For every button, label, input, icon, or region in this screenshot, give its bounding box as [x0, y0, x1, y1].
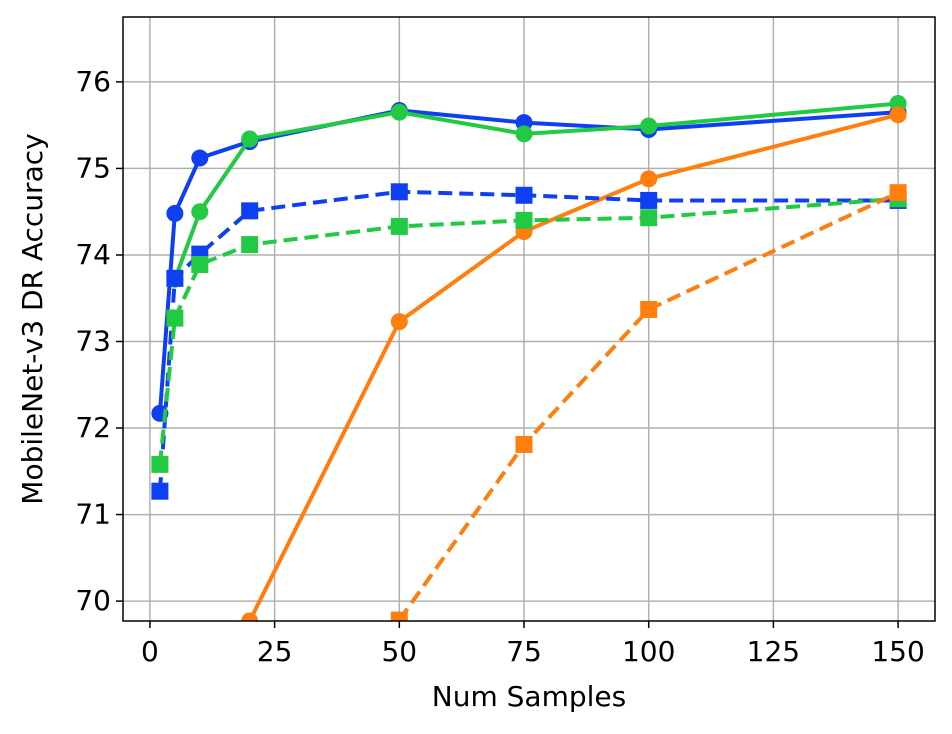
x-tick-label: 100	[622, 635, 675, 668]
point	[166, 309, 184, 327]
x-tick-label: 75	[506, 635, 542, 668]
point	[515, 125, 533, 143]
point	[166, 204, 184, 222]
point	[241, 236, 259, 254]
point	[191, 203, 209, 221]
point	[640, 300, 658, 318]
x-tick-label: 0	[141, 635, 159, 668]
point	[191, 255, 209, 273]
y-tick-label: 75	[75, 151, 111, 184]
y-tick-label: 73	[75, 324, 111, 357]
grid	[123, 17, 935, 621]
x-tick-label: 150	[871, 635, 924, 668]
series-line	[247, 112, 899, 621]
point	[241, 202, 259, 220]
point	[241, 612, 259, 621]
series-line	[157, 108, 899, 414]
point	[390, 103, 408, 121]
y-tick-label: 70	[75, 584, 111, 617]
point	[640, 117, 658, 135]
x-tick-label: 25	[257, 635, 293, 668]
point	[515, 435, 533, 453]
point	[166, 269, 184, 287]
point	[640, 170, 658, 188]
point	[640, 191, 658, 209]
point	[515, 211, 533, 229]
y-tick-label: 71	[75, 498, 111, 531]
point	[515, 186, 533, 204]
point	[889, 184, 907, 202]
point	[191, 149, 209, 167]
point	[390, 313, 408, 331]
point	[390, 611, 408, 621]
point	[889, 106, 907, 124]
plot-area	[151, 95, 907, 621]
x-axis-label: Num Samples	[432, 680, 626, 713]
frame	[122, 16, 936, 622]
series-line	[172, 101, 899, 280]
series-line	[397, 190, 899, 621]
x-tick-label: 125	[747, 635, 800, 668]
point	[640, 209, 658, 227]
y-tick-label: 74	[75, 238, 111, 271]
y-tick-label: 76	[75, 65, 111, 98]
point	[151, 482, 169, 500]
y-tick-label: 72	[75, 411, 111, 444]
point	[151, 455, 169, 473]
point	[241, 130, 259, 148]
point	[390, 217, 408, 235]
x-tick-label: 50	[381, 635, 417, 668]
point	[390, 183, 408, 201]
series-line	[157, 196, 899, 465]
y-axis-label: MobileNet-v3 DR Accuracy	[16, 133, 49, 504]
